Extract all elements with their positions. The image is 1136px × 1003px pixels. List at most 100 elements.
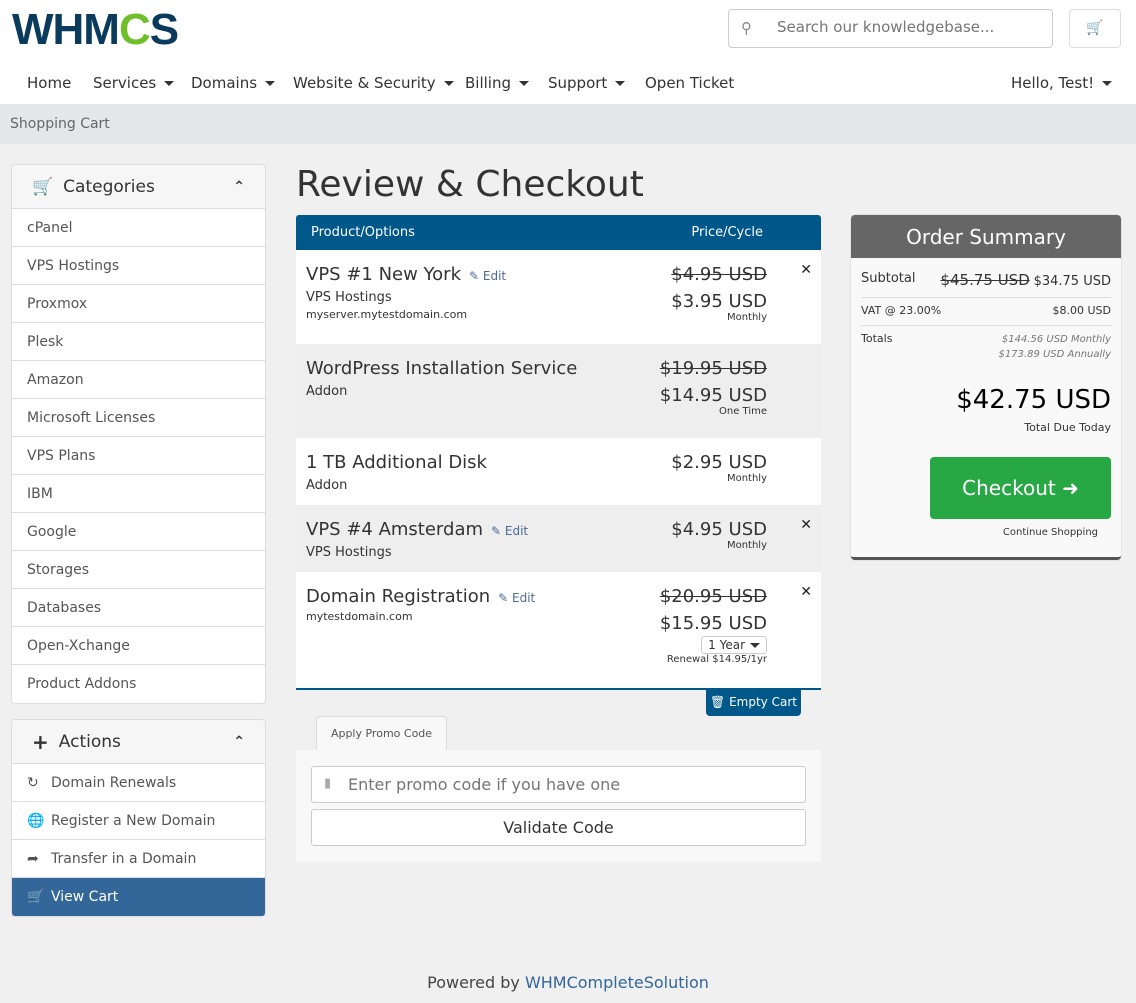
table-header: Product/Options Price/Cycle	[296, 215, 821, 250]
edit-link[interactable]: ✎ Edit	[491, 524, 529, 538]
nav-label: Services	[93, 74, 157, 92]
vat-value: $8.00 USD	[1052, 304, 1112, 317]
action-label: Transfer in a Domain	[51, 850, 197, 867]
item-name: VPS #4 Amsterdam	[306, 519, 484, 540]
period-select[interactable]: 1 Year	[701, 636, 767, 654]
cart-button[interactable]: 🛒	[1069, 9, 1121, 48]
summary-title: Order Summary	[851, 215, 1121, 258]
checkout-button[interactable]: Checkout ➜	[930, 457, 1111, 519]
remove-item-icon[interactable]: ✕	[800, 584, 812, 600]
category-item[interactable]: Amazon	[12, 361, 265, 399]
user-menu[interactable]: Hello, Test!	[1011, 74, 1113, 92]
category-label: Open-Xchange	[27, 637, 130, 654]
actions-header[interactable]: + Actions ⌃	[12, 720, 265, 764]
arrow-right-icon: ➜	[1062, 476, 1079, 500]
edit-label: Edit	[504, 524, 529, 538]
footer-link[interactable]: WHMCompleteSolution	[524, 973, 709, 992]
item-group: VPS Hostings	[306, 290, 392, 305]
footer-text: Powered by	[427, 973, 520, 992]
category-label: Plesk	[27, 333, 64, 350]
edit-link[interactable]: ✎ Edit	[498, 591, 536, 605]
renewal-price: Renewal $14.95/1yr	[666, 654, 767, 665]
panel-title: Categories	[63, 176, 155, 197]
category-item[interactable]: IBM	[12, 475, 265, 513]
caret-down-icon	[519, 81, 529, 86]
action-view-cart[interactable]: 🛒 View Cart	[12, 878, 265, 916]
whmcs-logo[interactable]: WHMCS	[12, 5, 179, 54]
category-item[interactable]: cPanel	[12, 209, 265, 247]
item-name: Domain Registration	[306, 586, 491, 607]
promo-code-input[interactable]	[348, 775, 788, 794]
nav-billing[interactable]: Billing	[465, 74, 529, 92]
category-item[interactable]: Google	[12, 513, 265, 551]
category-item[interactable]: Microsoft Licenses	[12, 399, 265, 437]
category-item[interactable]: Product Addons	[12, 665, 265, 703]
category-item[interactable]: VPS Hostings	[12, 247, 265, 285]
item-domain: myserver.mytestdomain.com	[306, 308, 468, 321]
caret-down-icon	[615, 81, 626, 86]
cart-item: 1 TB Additional Disk Addon $2.95 USD Mont…	[296, 438, 821, 505]
promo-code-field[interactable]: ▮	[311, 766, 806, 803]
edit-link[interactable]: ✎ Edit	[469, 269, 507, 283]
total-annually: $173.89 USD Annually	[998, 349, 1111, 360]
remove-item-icon[interactable]: ✕	[800, 517, 812, 533]
billing-cycle: Monthly	[726, 473, 767, 484]
caret-down-icon	[750, 643, 760, 648]
cart-item: Domain Registration ✎ Edit mytestdomain.c…	[296, 572, 821, 690]
search-input[interactable]	[777, 18, 1037, 36]
caret-down-icon	[265, 81, 276, 86]
price: $3.95 USD	[671, 291, 767, 312]
nav-services[interactable]: Services	[93, 74, 175, 92]
price: $2.95 USD	[671, 452, 767, 473]
continue-shopping-link[interactable]: Continue Shopping	[1002, 527, 1098, 538]
total-due: $42.75 USD	[956, 385, 1111, 415]
category-item[interactable]: Open-Xchange	[12, 627, 265, 665]
old-price: $20.95 USD	[659, 586, 767, 607]
category-item[interactable]: Storages	[12, 551, 265, 589]
nav-website-security[interactable]: Website & Security	[293, 74, 454, 92]
period-value: 1 Year	[708, 638, 745, 652]
category-label: Google	[27, 523, 77, 540]
footer: Powered by WHMCompleteSolution	[0, 973, 1136, 992]
action-transfer-domain[interactable]: ➦ Transfer in a Domain	[12, 840, 265, 878]
empty-cart-button[interactable]: 🗑 Empty Cart	[706, 690, 801, 716]
item-group: VPS Hostings	[306, 545, 392, 560]
nav-label: Domains	[191, 74, 258, 92]
category-item[interactable]: Plesk	[12, 323, 265, 361]
action-register-domain[interactable]: 🌐 Register a New Domain	[12, 802, 265, 840]
tab-apply-promo[interactable]: Apply Promo Code	[316, 716, 447, 751]
categories-header[interactable]: 🛒 Categories ⌃	[12, 165, 265, 209]
category-item[interactable]: Databases	[12, 589, 265, 627]
ticket-icon: ▮	[324, 776, 332, 791]
cart-item: VPS #1 New York ✎ Edit VPS Hostings myser…	[296, 250, 821, 344]
nav-label: Open Ticket	[645, 74, 735, 92]
remove-item-icon[interactable]: ✕	[800, 262, 812, 278]
category-item[interactable]: VPS Plans	[12, 437, 265, 475]
breadcrumb: Shopping Cart	[0, 104, 1136, 144]
col-product: Product/Options	[311, 225, 415, 240]
subtotal-label: Subtotal	[861, 271, 916, 286]
cart-icon: 🛒	[32, 176, 54, 197]
category-label: cPanel	[27, 219, 73, 236]
nav-home[interactable]: Home	[27, 74, 71, 92]
edit-label: Edit	[482, 269, 507, 283]
nav-open-ticket[interactable]: Open Ticket	[645, 74, 734, 92]
category-label: Amazon	[27, 371, 84, 388]
action-domain-renewals[interactable]: ↻ Domain Renewals	[12, 764, 265, 802]
knowledgebase-search[interactable]: ⚲	[728, 9, 1053, 48]
subtotal-value: $34.75 USD	[1033, 274, 1111, 289]
nav-support[interactable]: Support	[548, 74, 626, 92]
validate-code-button[interactable]: Validate Code	[311, 809, 806, 846]
checkout-label: Checkout	[962, 476, 1056, 500]
category-label: IBM	[27, 485, 53, 502]
item-name: VPS #1 New York	[306, 264, 461, 285]
category-item[interactable]: Proxmox	[12, 285, 265, 323]
cart-item: VPS #4 Amsterdam ✎ Edit VPS Hostings $4.9…	[296, 505, 821, 572]
category-label: Microsoft Licenses	[27, 409, 156, 426]
nav-domains[interactable]: Domains	[191, 74, 276, 92]
categories-panel: 🛒 Categories ⌃ cPanel VPS Hostings Proxmox Pl…	[11, 164, 266, 704]
old-price: $19.95 USD	[659, 358, 767, 379]
chevron-up-icon[interactable]: ⌃	[233, 733, 245, 750]
chevron-up-icon[interactable]: ⌃	[233, 178, 245, 195]
share-icon: ➦	[27, 850, 39, 867]
